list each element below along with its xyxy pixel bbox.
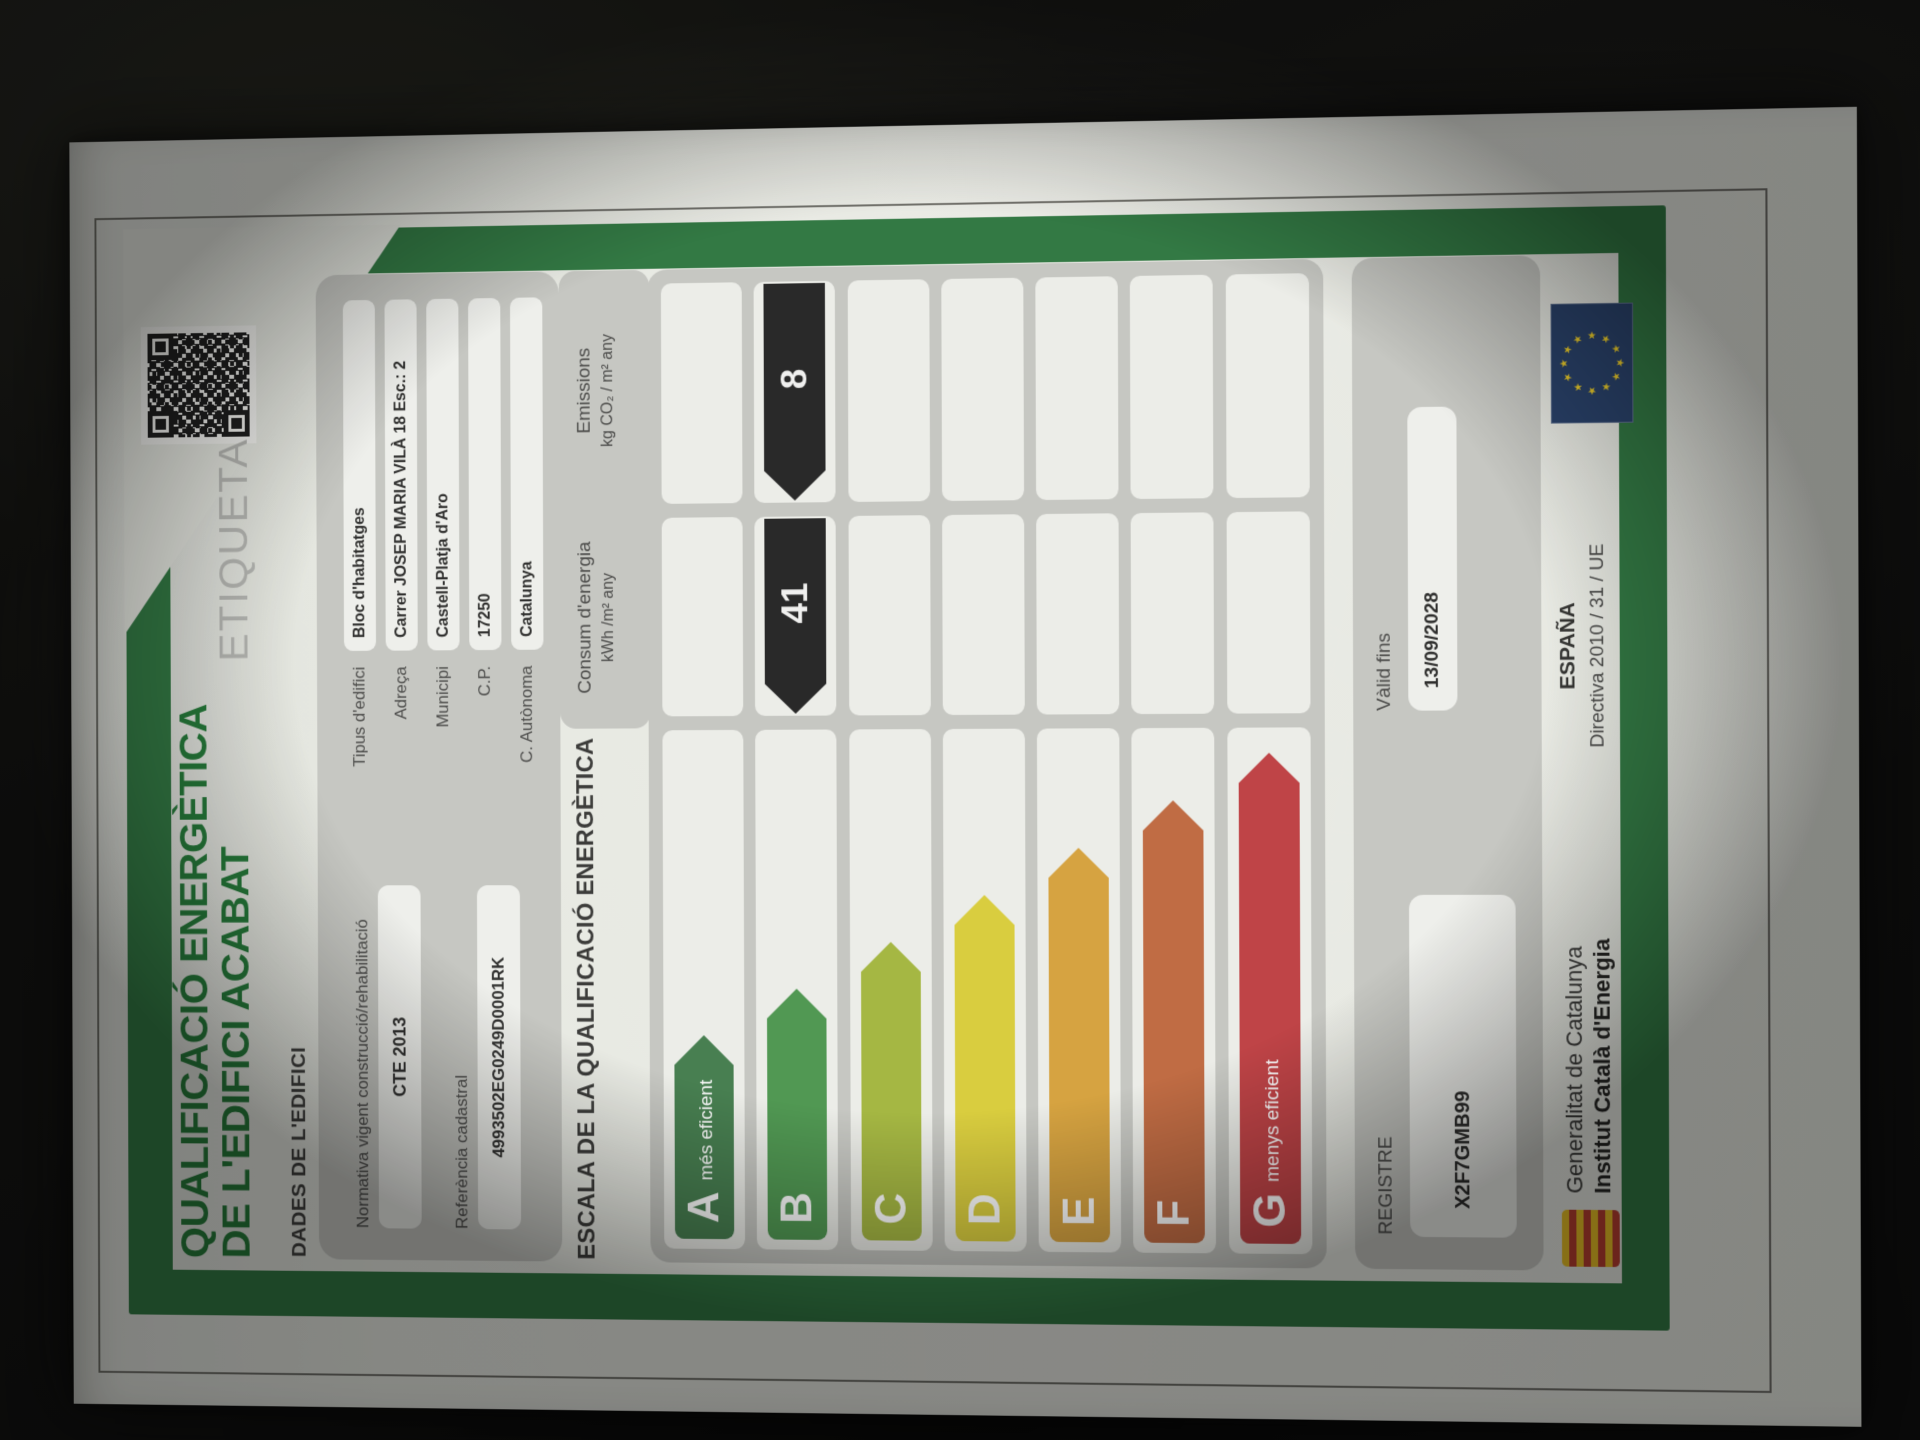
- referencia-label: Referència cadastral: [452, 1074, 472, 1230]
- registre-label: REGISTRE: [1375, 1136, 1397, 1235]
- autonoma-value: Catalunya: [518, 561, 536, 637]
- emissions-title: Emissions: [573, 347, 595, 434]
- qr-finder-icon: [147, 333, 174, 361]
- valid-fins-field: 13/09/2028: [1407, 406, 1458, 711]
- cp-field: 17250: [468, 297, 502, 651]
- letter: G: [1245, 1192, 1296, 1228]
- emissions-cell: [660, 282, 743, 504]
- scale-row-e: E: [1035, 262, 1122, 1266]
- tipus-edifici-value: Bloc d'habitatges: [350, 507, 368, 639]
- scale-row-a: A més eficient: [660, 268, 746, 1263]
- dades-panel: Normativa vigent construcció/rehabilitac…: [315, 271, 563, 1262]
- letter: E: [1054, 1196, 1104, 1227]
- letter: C: [866, 1192, 916, 1225]
- consum-cell: [1036, 513, 1120, 715]
- directiva-label: Directiva 2010 / 31 / UE: [1586, 543, 1609, 748]
- consum-cell: [848, 515, 931, 716]
- consum-cell: [1226, 511, 1311, 714]
- emissions-column-header: Emissions kg CO₂ / m² any: [574, 282, 618, 499]
- scale-row-f: F: [1129, 261, 1217, 1268]
- rating-arrow-d: D: [954, 895, 1015, 1242]
- consum-column-header: Consum d'energia kWh /m² any: [574, 518, 618, 717]
- referencia-field: 4993502EG0249D0001RK: [476, 885, 522, 1230]
- autonoma-label: C. Autònoma: [517, 665, 537, 763]
- consum-value-tag: 41: [764, 518, 826, 714]
- municipi-value: Castell-Platja d'Aro: [434, 493, 452, 638]
- rating-arrow-e: E: [1048, 848, 1110, 1243]
- adreca-field: Carrer JOSEP MARIA VILÀ 18 Esc.: 2: [384, 299, 418, 651]
- registre-panel: REGISTRE X2F7GMB99 Vàlid fins 13/09/2028: [1351, 255, 1544, 1271]
- normativa-label: Normativa vigent construcció/rehabilitac…: [352, 919, 373, 1229]
- espana-label: ESPAÑA: [1555, 602, 1580, 690]
- tipus-edifici-field: Bloc d'habitatges: [342, 299, 377, 651]
- page-title: QUALIFICACIÓ ENERGÈTICA DE L'EDIFICI ACA…: [170, 704, 259, 1259]
- municipi-label: Municipi: [433, 666, 453, 728]
- generalitat-senyera-icon: [1561, 1209, 1620, 1268]
- letter: B: [772, 1191, 822, 1224]
- espana-directiva-block: ESPAÑA Directiva 2010 / 31 / UE: [1555, 478, 1610, 814]
- qr-finder-icon: [223, 409, 250, 437]
- title-line-2: DE L'EDIFICI ACABAT: [213, 846, 259, 1259]
- qr-finder-icon: [147, 410, 174, 438]
- emissions-value: 8: [773, 368, 815, 390]
- normativa-field: CTE 2013: [377, 885, 422, 1229]
- emissions-cell: [1035, 276, 1119, 501]
- cp-value: 17250: [476, 593, 494, 638]
- consum-value: 41: [774, 582, 816, 624]
- scale-row-c: C: [847, 265, 933, 1265]
- municipi-field: Castell-Platja d'Aro: [426, 298, 460, 651]
- generalitat-line-2: Institut Català d'Energia: [1588, 938, 1616, 1194]
- emissions-units: kg CO₂ / m² any: [599, 333, 617, 447]
- normativa-value: CTE 2013: [389, 1016, 410, 1097]
- rating-arrow-a: A més eficient: [674, 1035, 734, 1239]
- rating-arrow-f: F: [1143, 800, 1205, 1243]
- letter: F: [1149, 1199, 1199, 1228]
- adreca-label: Adreça: [391, 666, 411, 720]
- consum-cell: [661, 517, 744, 717]
- registre-value: X2F7GMB99: [1451, 1090, 1475, 1210]
- scale-row-d: D: [941, 264, 1027, 1266]
- qr-modules: [147, 332, 250, 438]
- emissions-value-tag: 8: [763, 283, 825, 501]
- autonoma-field: Catalunya: [510, 297, 544, 650]
- etiqueta-label: ETIQUETA: [210, 437, 258, 662]
- qr-code: [140, 325, 257, 445]
- valid-fins-label: Vàlid fins: [1373, 632, 1396, 711]
- scale-row-g: G menys eficient: [1225, 259, 1313, 1268]
- emissions-cell: [941, 277, 1025, 502]
- emissions-cell: [1129, 274, 1214, 500]
- referencia-value: 4993502EG0249D0001RK: [488, 956, 509, 1158]
- letter: D: [960, 1193, 1010, 1226]
- letter: A: [679, 1191, 729, 1224]
- eu-stars-icon: [1551, 303, 1634, 424]
- energy-certificate-document: QUALIFICACIÓ ENERGÈTICA DE L'EDIFICI ACA…: [69, 106, 1862, 1427]
- rotated-document-wrapper: QUALIFICACIÓ ENERGÈTICA DE L'EDIFICI ACA…: [48, 106, 1862, 1427]
- rating-arrow-g: G menys eficient: [1239, 753, 1302, 1244]
- energy-scale-panel: A més eficient B 41 8: [647, 258, 1327, 1269]
- registre-field: X2F7GMB99: [1408, 894, 1517, 1238]
- cp-label: C.P.: [475, 665, 494, 697]
- column-headers-strip: Consum d'energia kWh /m² any Emissions k…: [558, 269, 651, 729]
- escala-section-header: ESCALA DE LA QUALIFICACIÓ ENERGÈTICA: [572, 737, 601, 1260]
- valid-fins-value: 13/09/2028: [1421, 591, 1444, 689]
- generalitat-line-1: Generalitat de Catalunya: [1560, 946, 1588, 1194]
- caption: més eficient: [696, 1079, 718, 1181]
- caption: menys eficient: [1261, 1059, 1284, 1183]
- emissions-cell: [847, 279, 931, 502]
- generalitat-text: Generalitat de Catalunya Institut Català…: [1561, 939, 1617, 1194]
- title-line-1: QUALIFICACIÓ ENERGÈTICA: [170, 704, 217, 1259]
- consum-units: kWh /m² any: [600, 572, 617, 663]
- tipus-edifici-label: Tipus d'edifici: [349, 666, 369, 767]
- eu-flag-icon: [1550, 302, 1634, 424]
- consum-title: Consum d'energia: [574, 541, 596, 694]
- consum-cell: [1130, 512, 1215, 715]
- consum-cell: [942, 514, 1025, 716]
- rating-arrow-c: C: [861, 942, 922, 1241]
- dades-section-header: DADES DE L'EDIFICI: [287, 1046, 311, 1258]
- adreca-value: Carrer JOSEP MARIA VILÀ 18 Esc.: 2: [391, 360, 410, 638]
- emissions-cell: [1225, 273, 1310, 499]
- rating-arrow-b: B: [767, 989, 827, 1240]
- scale-row-b: B 41 8: [753, 267, 839, 1264]
